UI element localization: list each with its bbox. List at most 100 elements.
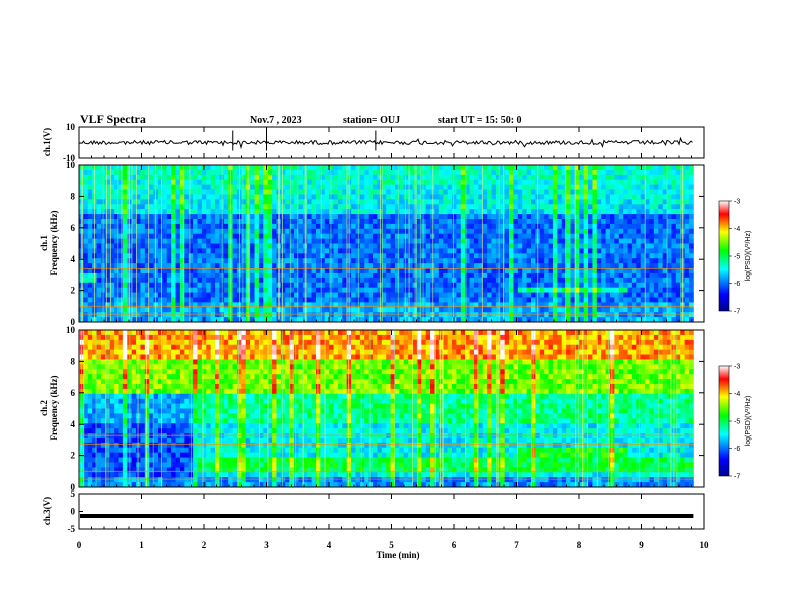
spec1-cell xyxy=(368,209,374,215)
spec1-cell xyxy=(500,297,506,303)
spec1-cell xyxy=(539,317,545,323)
spec1-cell xyxy=(87,189,93,195)
spec1-cell xyxy=(386,218,391,225)
spec1-cell xyxy=(359,179,365,186)
spec1-cell xyxy=(610,292,615,298)
spec1-cell xyxy=(390,243,396,249)
spec1-cell xyxy=(456,184,462,190)
spec1-cell xyxy=(166,312,172,318)
spec1-cell xyxy=(87,169,93,176)
spec1-cell xyxy=(294,287,299,293)
spec1-cell xyxy=(390,272,396,279)
spec1-cell xyxy=(596,297,602,303)
spec1-cell xyxy=(548,165,554,171)
spec1-cell xyxy=(359,268,365,274)
spec1-cell xyxy=(610,174,615,181)
spec1-cell xyxy=(509,233,514,239)
spec1-cell xyxy=(434,302,440,308)
spec1-cell xyxy=(539,169,545,176)
ch1-colorbar-bar xyxy=(718,200,730,312)
spec1-cell xyxy=(114,165,119,171)
spec1-cell xyxy=(438,204,444,210)
spec1-cell xyxy=(241,302,247,308)
spec1-cell xyxy=(149,194,154,200)
spec1-cell xyxy=(342,243,348,249)
spec1-cell xyxy=(386,209,391,215)
spec1-cell xyxy=(596,272,602,279)
spec1-cell xyxy=(579,204,585,210)
spec1-cell xyxy=(658,307,664,313)
spec1-cell xyxy=(443,214,449,220)
spec1-cell xyxy=(658,165,664,171)
spec1-cell xyxy=(197,184,203,190)
spec1-cell xyxy=(579,169,585,176)
spec1-cell xyxy=(109,238,115,244)
spec1-cell xyxy=(324,214,330,220)
spec1-cell xyxy=(473,199,479,205)
spec1-cell xyxy=(373,169,378,176)
spec1-cell xyxy=(241,287,247,293)
spec1-cell xyxy=(359,307,365,313)
spec1-cell xyxy=(610,165,615,171)
spec1-cell xyxy=(280,287,286,293)
spec2-cell xyxy=(92,423,97,429)
spec1-cell xyxy=(197,174,203,181)
spec1-cell xyxy=(390,214,396,220)
spec1-cell xyxy=(504,165,510,171)
spec1-cell xyxy=(684,194,690,200)
spec1-cell xyxy=(171,268,176,274)
spec1-cell xyxy=(390,233,396,239)
spec1-cell xyxy=(636,184,642,190)
spec2-cell xyxy=(109,472,115,478)
spec1-cell xyxy=(215,268,220,274)
spec1-cell xyxy=(175,248,181,254)
spec1-cell xyxy=(298,214,304,220)
spec1-cell xyxy=(408,297,413,303)
spec1-cell xyxy=(364,312,370,318)
spec1-cell xyxy=(636,272,642,279)
spec1-cell xyxy=(320,248,326,254)
spec1-cell xyxy=(298,307,304,313)
spec1-cell xyxy=(386,282,391,289)
spec1-cell xyxy=(610,194,615,200)
spec2-cell xyxy=(83,442,89,449)
spec1-cell xyxy=(517,297,523,303)
spec2-cell xyxy=(118,418,124,424)
spec1-cell xyxy=(215,165,220,171)
spec1-cell xyxy=(311,312,317,318)
spec1-cell xyxy=(215,179,220,186)
spec2-cell xyxy=(118,462,124,468)
spec1-cell xyxy=(162,287,168,293)
spec1-cell xyxy=(623,312,628,318)
spec1-cell xyxy=(355,223,361,230)
spec1-cell xyxy=(144,199,150,205)
spec1-cell xyxy=(118,277,124,284)
spec1-cell xyxy=(359,194,365,200)
spec1-cell xyxy=(232,272,238,279)
spec1-cell xyxy=(421,184,427,190)
spec1-cell xyxy=(140,253,146,259)
spec1-cell xyxy=(136,277,141,284)
spec1-cell xyxy=(210,204,216,210)
spec1-cell xyxy=(329,189,334,195)
spec1-cell xyxy=(311,194,317,200)
spec1-cell xyxy=(157,169,163,176)
spec1-cell xyxy=(315,218,321,225)
spec1-cell xyxy=(232,174,238,181)
spec1-cell xyxy=(623,209,628,215)
spec1-cell xyxy=(460,297,466,303)
spec1-cell xyxy=(456,312,462,318)
spec1-cell xyxy=(588,312,593,318)
spec1-cell xyxy=(618,253,624,259)
spec1-cell xyxy=(561,272,567,279)
spec2-cell xyxy=(92,477,97,483)
spec1-cell xyxy=(162,214,168,220)
spec1-cell xyxy=(267,243,273,249)
spec1-cell xyxy=(394,297,400,303)
spec1-cell xyxy=(452,307,457,313)
spec1-cell xyxy=(83,214,89,220)
spec1-cell xyxy=(456,228,462,235)
spec1-cell xyxy=(601,165,607,171)
spec1-cell xyxy=(162,238,168,244)
spec2-cell xyxy=(96,388,102,395)
